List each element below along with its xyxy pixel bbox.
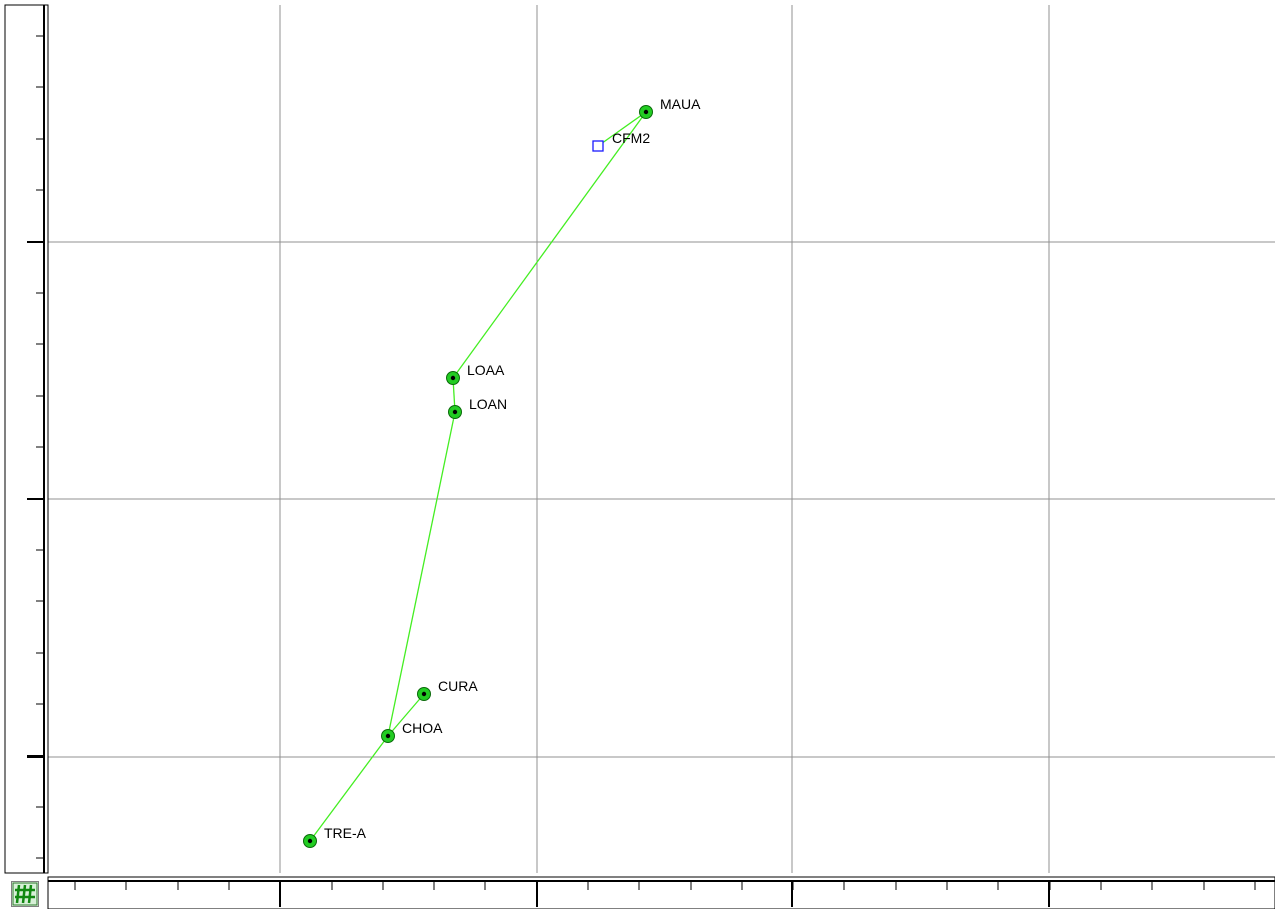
station-nodes[interactable]: MAUA CFM2 LOAA LOAN CURA CHOA TRE-A bbox=[303, 96, 702, 848]
station-center-dot bbox=[643, 109, 649, 115]
station-node-loan[interactable]: LOAN bbox=[448, 396, 508, 419]
connection-line bbox=[309, 735, 389, 842]
station-center-dot bbox=[450, 375, 456, 381]
station-node-loaa[interactable]: LOAA bbox=[446, 362, 506, 385]
connection-line bbox=[387, 411, 456, 737]
station-center-dot bbox=[421, 691, 427, 697]
station-label: CHOA bbox=[402, 720, 443, 736]
vertical-ruler bbox=[4, 4, 49, 874]
station-label: TRE-A bbox=[324, 825, 367, 841]
station-node-cura[interactable]: CURA bbox=[417, 678, 479, 701]
vertical-ruler-ticks bbox=[27, 35, 44, 859]
station-center-dot bbox=[307, 838, 313, 844]
station-label: CFM2 bbox=[612, 130, 650, 146]
station-label: MAUA bbox=[660, 96, 701, 112]
connection-line bbox=[597, 111, 647, 147]
station-node-maua[interactable]: MAUA bbox=[639, 96, 702, 119]
grid-toggle-glyph bbox=[12, 882, 38, 906]
station-node-cfm2[interactable]: CFM2 bbox=[592, 130, 650, 152]
station-node-tre-a[interactable]: TRE-A bbox=[303, 825, 367, 848]
green-grid-toggle-icon[interactable] bbox=[11, 881, 39, 907]
vertical-ruler-frame bbox=[4, 4, 49, 874]
horizontal-ruler-frame bbox=[47, 876, 1275, 909]
horizontal-ruler bbox=[47, 876, 1275, 909]
connection-line bbox=[452, 111, 647, 379]
connection-lines bbox=[309, 111, 647, 842]
station-node-choa[interactable]: CHOA bbox=[381, 720, 444, 743]
plot-area[interactable] bbox=[48, 5, 1275, 873]
square-marker-icon bbox=[592, 140, 604, 152]
horizontal-ruler-ticks bbox=[74, 881, 1256, 907]
station-center-dot bbox=[385, 733, 391, 739]
connection-line bbox=[387, 693, 425, 737]
station-label: LOAA bbox=[467, 362, 505, 378]
station-center-dot bbox=[452, 409, 458, 415]
station-label: LOAN bbox=[469, 396, 507, 412]
station-label: CURA bbox=[438, 678, 478, 694]
grid bbox=[48, 5, 1275, 873]
